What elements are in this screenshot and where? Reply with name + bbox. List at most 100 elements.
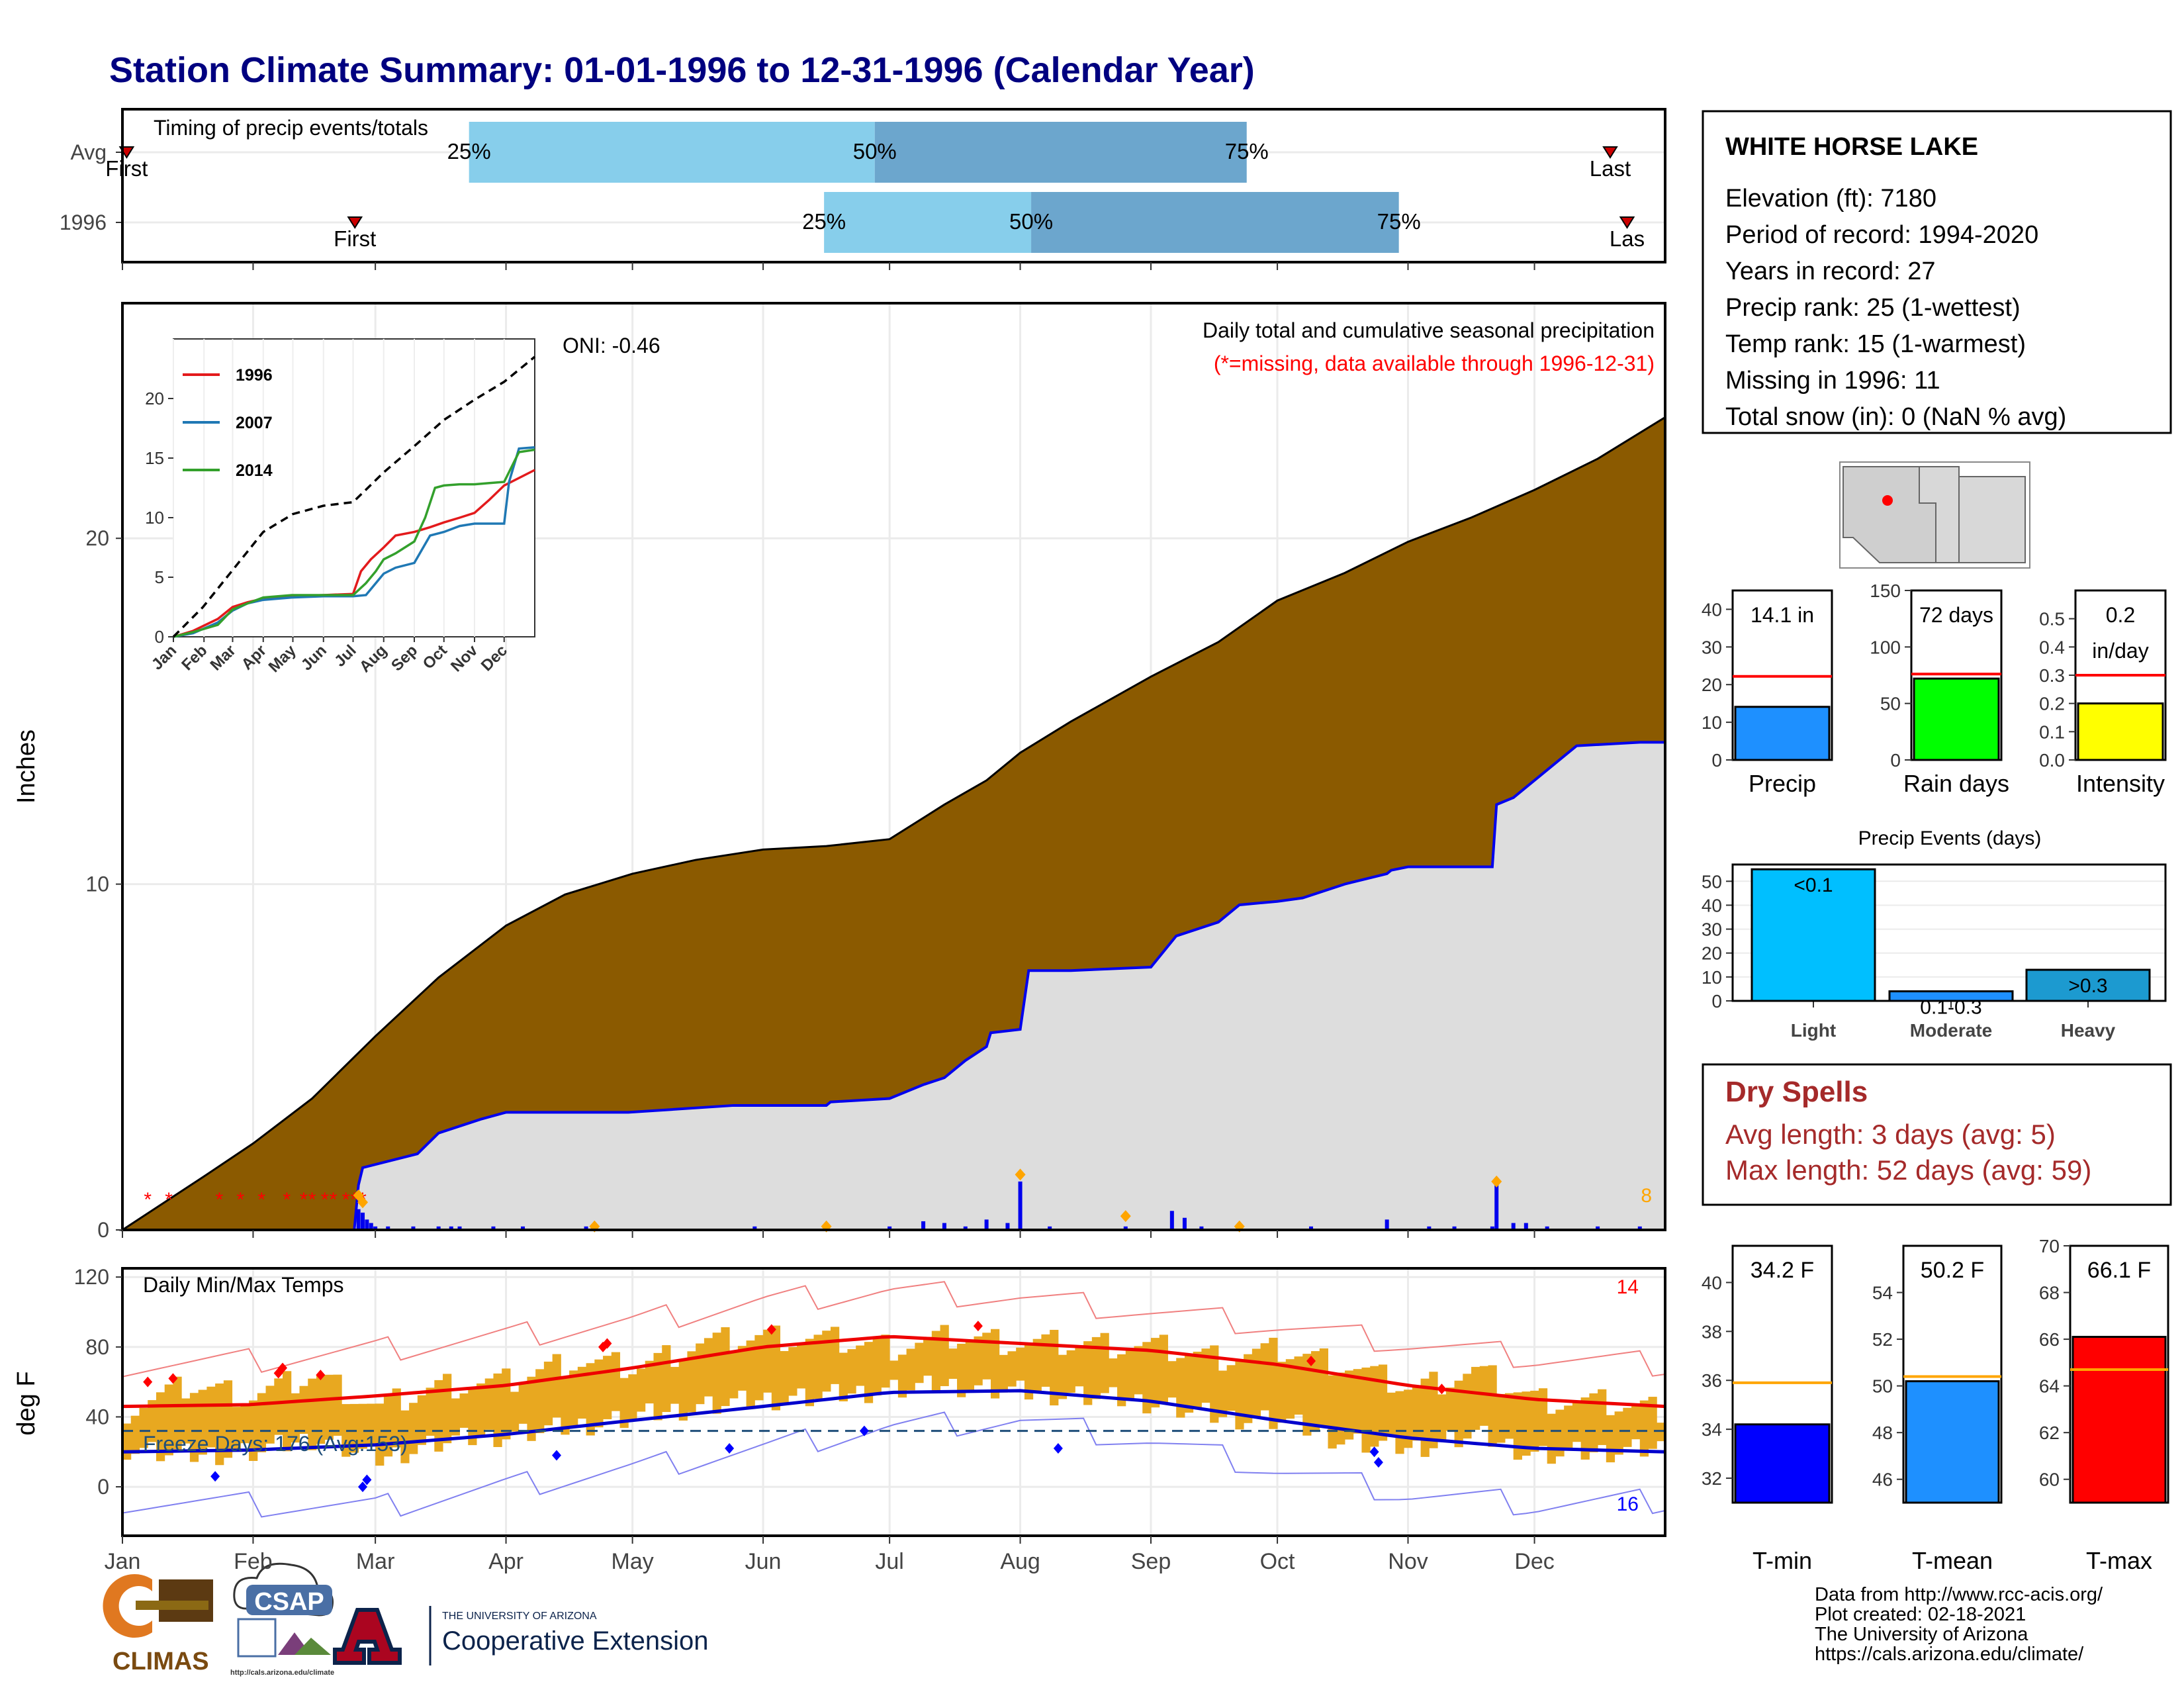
summary-y-tick-label: 0.3	[2039, 665, 2065, 686]
daily-temp-range-bar	[805, 1338, 814, 1407]
daily-temp-range-bar	[737, 1346, 747, 1391]
daily-temp-range-bar	[1648, 1397, 1657, 1449]
daily-temp-range-bar	[653, 1352, 662, 1421]
inset-y-tick-label: 0	[155, 627, 164, 647]
timing-last-label: Las	[1610, 226, 1645, 251]
timing-pct-label: 75%	[1225, 139, 1269, 164]
daily-temp-range-bar	[333, 1374, 342, 1436]
inset-legend-label: 2014	[236, 461, 273, 480]
summary-y-tick-label: 40	[1702, 1272, 1722, 1293]
daily-temp-range-bar	[189, 1393, 199, 1462]
daily-temp-range-bar	[1437, 1394, 1447, 1440]
precip-event-bar-label: >0.3	[2068, 975, 2107, 997]
events-y-tick-label: 10	[1702, 967, 1722, 988]
summary-y-tick-label: 66	[2039, 1329, 2060, 1350]
daily-temp-range-bar	[443, 1374, 452, 1444]
daily-temp-range-bar	[383, 1395, 393, 1457]
daily-temp-range-bar	[265, 1385, 275, 1444]
summary-panel-label: T-mean	[1912, 1547, 1993, 1574]
daily-precip-bar	[356, 1209, 361, 1230]
summary-y-tick-label: 150	[1870, 581, 1901, 601]
daily-temp-range-bar	[982, 1333, 991, 1380]
daily-temp-range-bar	[1504, 1393, 1514, 1439]
summary-y-tick-label: 46	[1872, 1470, 1893, 1490]
daily-temp-range-bar	[324, 1374, 334, 1440]
daily-temp-range-bar	[1479, 1366, 1489, 1426]
daily-temp-range-bar	[1445, 1387, 1455, 1431]
daily-temp-range-bar	[1572, 1401, 1582, 1442]
station-detail-line: Total snow (in): 0 (NaN % avg)	[1725, 403, 2066, 431]
summary-y-tick-label: 0.0	[2039, 750, 2065, 771]
page-title: Station Climate Summary: 01-01-1996 to 1…	[109, 50, 1255, 90]
daily-precip-bar	[521, 1226, 525, 1230]
daily-temp-range-bar	[1404, 1389, 1413, 1448]
daily-temp-range-bar	[535, 1369, 545, 1434]
daily-temp-range-bar	[687, 1351, 696, 1413]
daily-temp-range-bar	[1370, 1366, 1379, 1447]
record-low-marker	[1053, 1442, 1063, 1454]
daily-precip-bar	[369, 1223, 373, 1230]
precip-event-category-label: Light	[1791, 1020, 1836, 1041]
daily-temp-range-bar	[543, 1361, 553, 1426]
summary-y-tick-label: 10	[1702, 712, 1722, 733]
daily-temp-range-bar	[1598, 1389, 1607, 1445]
precip-event-bar-heavy	[2025, 968, 2151, 1002]
missing-day-marker: *	[330, 1189, 338, 1211]
daily-temp-range-bar	[1463, 1374, 1472, 1439]
record-high-marker	[143, 1376, 153, 1387]
summary-y-tick-label: 70	[2039, 1236, 2060, 1256]
timing-first-label: First	[105, 156, 148, 181]
daily-temp-range-bar	[1050, 1329, 1059, 1406]
daily-temp-range-bar	[1294, 1356, 1303, 1415]
daily-temp-range-bar	[156, 1392, 165, 1462]
daily-precip-bar	[1018, 1181, 1023, 1230]
daily-precip-bar	[942, 1223, 946, 1230]
daily-temp-range-bar	[712, 1333, 721, 1414]
summary-value-label: 72 days	[1919, 603, 1993, 627]
daily-temp-range-bar	[1083, 1341, 1093, 1405]
summary-y-tick-label: 32	[1702, 1468, 1722, 1489]
timing-pct-label: 25%	[802, 209, 846, 234]
missing-day-marker: *	[165, 1189, 173, 1211]
daily-temp-range-bar	[1547, 1413, 1556, 1464]
daily-temp-range-bar	[1538, 1388, 1548, 1446]
summary-y-tick-label: 0.2	[2039, 694, 2065, 714]
summary-y-tick-label: 0	[1711, 750, 1722, 771]
temp-chart-title: Daily Min/Max Temps	[143, 1273, 343, 1297]
summary-y-tick-label: 34	[1702, 1419, 1722, 1440]
daily-temp-range-bar	[1530, 1390, 1539, 1452]
daily-temp-range-bar	[763, 1329, 772, 1393]
daily-precip-bar	[1123, 1226, 1128, 1230]
daily-temp-range-bar	[1285, 1359, 1295, 1419]
record-high-marker	[602, 1338, 612, 1349]
footer-line: https://cals.arizona.edu/climate/	[1815, 1644, 2084, 1665]
month-axis-label: Nov	[1388, 1549, 1428, 1574]
freeze-days-label: Freeze Days: 176 (Avg:153)	[143, 1432, 408, 1456]
precip-chart-subtitle: (*=missing, data available through 1996-…	[1214, 352, 1655, 375]
summary-value-bar-Precip	[1734, 706, 1831, 761]
missing-day-marker: *	[342, 1189, 350, 1211]
inset-series-line-2014	[173, 448, 535, 638]
daily-temp-range-bar	[358, 1403, 367, 1449]
summary-value-label: 50.2 F	[1921, 1258, 1984, 1283]
daily-temp-range-bar	[1353, 1369, 1362, 1434]
record-low-marker	[859, 1425, 869, 1436]
summary-y-tick-label: 0.4	[2039, 637, 2065, 657]
daily-temp-range-bar	[518, 1384, 527, 1424]
daily-temp-range-bar	[1016, 1347, 1025, 1381]
precip-record-marker	[1015, 1168, 1026, 1181]
daily-precip-bar	[1048, 1226, 1052, 1230]
daily-temp-range-bar	[484, 1378, 494, 1430]
daily-temp-range-bar	[1007, 1351, 1017, 1387]
daily-temp-range-bar	[1522, 1391, 1531, 1456]
daily-temp-range-bar	[400, 1410, 410, 1464]
missing-day-marker: *	[236, 1189, 244, 1211]
daily-temp-range-bar	[1100, 1333, 1109, 1393]
timing-pct-label: 75%	[1377, 209, 1421, 234]
daily-temp-range-bar	[493, 1373, 502, 1447]
station-location-marker	[1882, 495, 1893, 506]
daily-temp-range-bar	[603, 1356, 612, 1419]
precip-y-axis-label: Inches	[13, 729, 40, 804]
daily-temp-range-bar	[1134, 1346, 1143, 1395]
